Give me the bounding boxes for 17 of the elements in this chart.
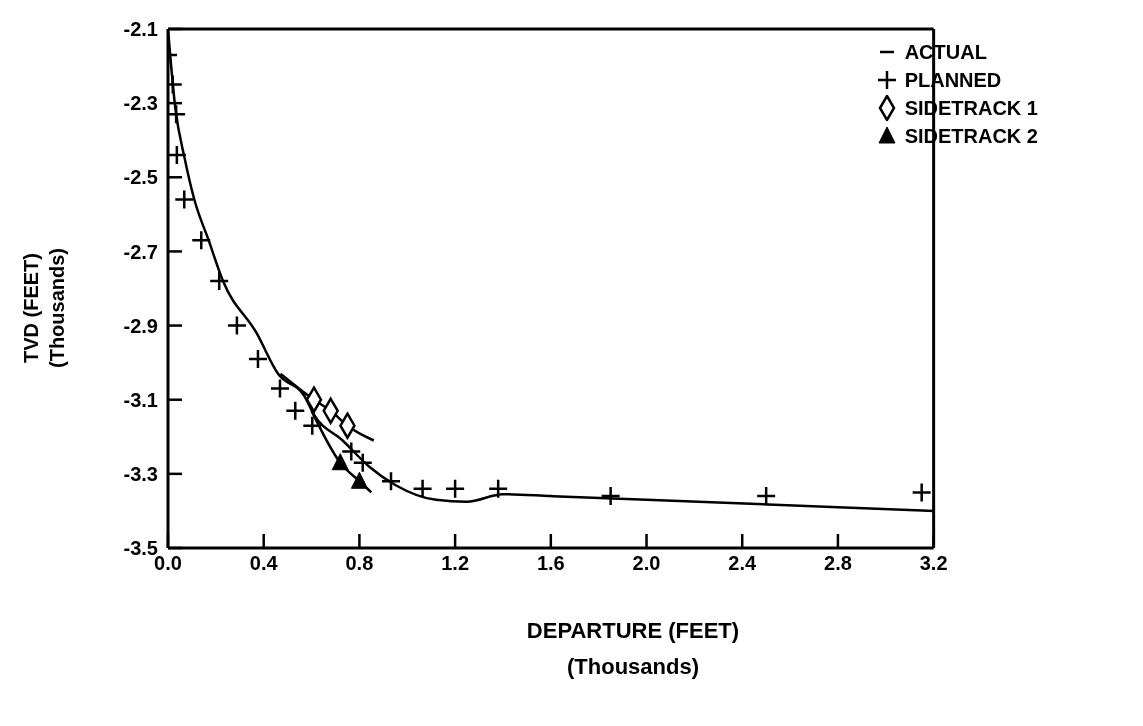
x-tick-label: 2.4	[728, 552, 757, 575]
y-tick-label: -3.1	[123, 388, 158, 411]
y-tick-label: -2.7	[123, 240, 158, 263]
y-tick-label: -3.3	[123, 462, 158, 485]
x-axis-title: DEPARTURE (FEET) (Thousands)	[525, 617, 741, 681]
y-tick-label: -2.1	[123, 18, 158, 41]
x-tick-label: 0.8	[345, 552, 374, 575]
y-tick-label: -2.5	[123, 166, 158, 189]
x-tick-label: 1.6	[536, 552, 565, 575]
x-tick-label: 0.4	[249, 552, 279, 575]
x-tick-label: 1.2	[441, 552, 470, 575]
x-tick-label: 3.2	[919, 552, 948, 575]
x-tick-label: 2.0	[632, 552, 661, 575]
x-tick-label: 2.8	[824, 552, 852, 575]
y-tick-label: -2.9	[123, 314, 158, 337]
y-axis-title: TVD (FEET) (Thousands)	[20, 248, 68, 368]
y-tick-label: -2.3	[123, 92, 158, 115]
